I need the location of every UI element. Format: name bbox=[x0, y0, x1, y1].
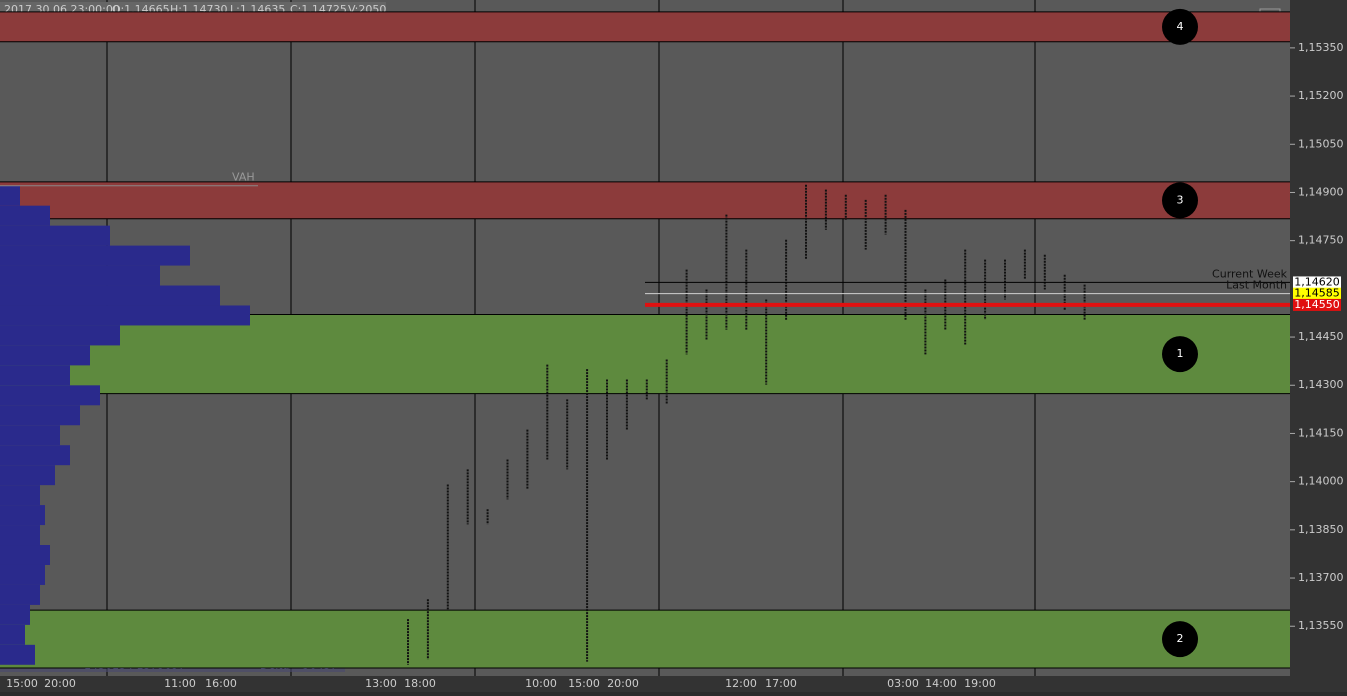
volume-profile-bar bbox=[0, 465, 55, 486]
volume-profile-bar bbox=[0, 185, 20, 206]
volume-profile-bar bbox=[0, 445, 70, 466]
level-box bbox=[1293, 298, 1341, 311]
volume-profile-bar bbox=[0, 345, 90, 366]
volume-profile-bar bbox=[0, 545, 50, 565]
zone bbox=[0, 181, 1290, 219]
volume-profile-bar bbox=[0, 405, 80, 426]
price-tick-label: 1,15200 bbox=[1298, 89, 1344, 102]
level-price: 1,14620 bbox=[1294, 275, 1340, 288]
vah-label: VAH bbox=[232, 171, 255, 184]
volume-profile-bar bbox=[0, 385, 100, 406]
time-label: 15:00 bbox=[6, 677, 38, 690]
time-label: 18:00 bbox=[404, 677, 436, 690]
level-price: 1,14550 bbox=[1294, 298, 1340, 311]
price-tick-label: 1,14900 bbox=[1298, 185, 1344, 198]
volume-profile-bar bbox=[0, 425, 60, 446]
volume-profile-bar bbox=[0, 225, 110, 246]
time-label: 13:00 bbox=[365, 677, 397, 690]
time-label: 11:00 bbox=[164, 677, 196, 690]
time-label: 14:00 bbox=[925, 677, 957, 690]
volume-profile-bar bbox=[0, 644, 35, 665]
zone-badge bbox=[1162, 8, 1198, 45]
time-label: 10:00 bbox=[525, 677, 557, 690]
volume-profile-bar bbox=[0, 205, 50, 226]
price-tick-label: 1,13850 bbox=[1298, 523, 1344, 536]
time-label: 20:00 bbox=[607, 677, 639, 690]
time-label: 15:00 bbox=[568, 677, 600, 690]
price-tick-label: 1,14150 bbox=[1298, 426, 1344, 439]
price-tick-label: 1,14750 bbox=[1298, 234, 1344, 247]
volume-profile-bar bbox=[0, 265, 160, 286]
price-tick-label: 1,14300 bbox=[1298, 378, 1344, 391]
time-label: 12:00 bbox=[725, 677, 757, 690]
volume-profile-bar bbox=[0, 505, 45, 526]
level-box bbox=[1293, 276, 1341, 289]
volume-profile-bar bbox=[0, 365, 70, 386]
price-axis-panel bbox=[1290, 0, 1347, 692]
price-tick-label: 1,14000 bbox=[1298, 475, 1344, 488]
volume-profile-bar bbox=[0, 485, 40, 506]
price-tick-label: 1,15050 bbox=[1298, 137, 1344, 150]
time-label: 20:00 bbox=[44, 677, 76, 690]
volume-profile-bar bbox=[0, 564, 45, 585]
level-name: Last Month bbox=[1226, 279, 1287, 292]
volume-profile-bar bbox=[0, 325, 120, 346]
time-axis-panel bbox=[0, 676, 1290, 692]
time-label: 19:00 bbox=[964, 677, 996, 690]
zone-label: 4 bbox=[1177, 20, 1184, 33]
zone-label: 3 bbox=[1177, 193, 1184, 206]
level-name: Current Week bbox=[1212, 267, 1288, 280]
volume-profile-bar bbox=[0, 305, 250, 326]
volume-profile-bar bbox=[0, 525, 40, 546]
volume-profile-bar bbox=[0, 624, 25, 645]
zone-badge bbox=[1162, 182, 1198, 219]
level-price: 1,14585 bbox=[1294, 287, 1340, 300]
zone bbox=[0, 11, 1290, 42]
zone bbox=[0, 314, 1290, 394]
price-tick-label: 1,13550 bbox=[1298, 619, 1344, 632]
zone-badge bbox=[1162, 621, 1198, 658]
volume-profile-bar bbox=[0, 584, 40, 605]
price-tick-label: 1,13700 bbox=[1298, 571, 1344, 584]
price-tick-label: 1,14450 bbox=[1298, 330, 1344, 343]
zone-badge bbox=[1162, 336, 1198, 373]
zone-label: 1 bbox=[1177, 347, 1184, 360]
zone-label: 2 bbox=[1177, 632, 1184, 645]
level-box bbox=[1293, 287, 1341, 300]
time-label: 03:00 bbox=[887, 677, 919, 690]
price-tick-label: 1,15350 bbox=[1298, 41, 1344, 54]
volume-profile-bar bbox=[0, 604, 30, 625]
time-label: 16:00 bbox=[205, 677, 237, 690]
volume-profile-bar bbox=[0, 285, 220, 306]
time-label: 17:00 bbox=[765, 677, 797, 690]
zone bbox=[0, 610, 1290, 668]
volume-profile-bar bbox=[0, 245, 190, 266]
